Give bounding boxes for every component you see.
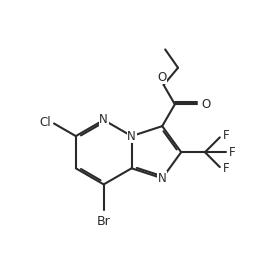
Text: N: N: [99, 114, 108, 127]
Text: F: F: [223, 129, 229, 143]
Text: F: F: [229, 146, 236, 159]
Text: N: N: [127, 130, 136, 143]
Text: O: O: [157, 70, 167, 84]
Text: Br: Br: [97, 215, 111, 228]
Text: O: O: [201, 98, 211, 111]
Text: F: F: [223, 162, 229, 175]
Text: Cl: Cl: [39, 116, 51, 129]
Text: N: N: [158, 172, 167, 185]
